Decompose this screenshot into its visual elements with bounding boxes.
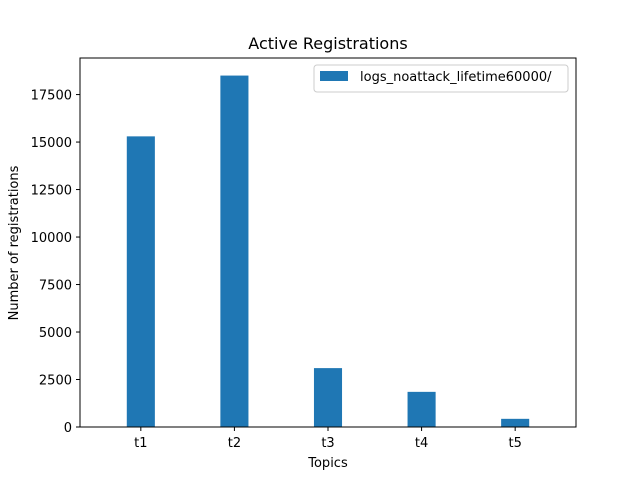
- x-tick-label-t3: t3: [321, 436, 334, 451]
- y-tick-label-15000: 15000: [31, 136, 72, 151]
- bar-t2: [220, 75, 249, 428]
- y-tick-label-12500: 12500: [31, 184, 72, 199]
- bar-t3: [313, 368, 343, 427]
- y-tick-label-10000: 10000: [31, 231, 72, 246]
- bar-t5: [501, 418, 530, 427]
- x-axis-label: Topics: [307, 456, 348, 471]
- bar-t1: [126, 136, 155, 427]
- plot-area: t1 t2 t3 t4 t5 0 2500 5000 7500 10000 12500 15000 17…: [31, 57, 577, 451]
- chart-title: Active Registrations: [248, 34, 407, 53]
- bar-t4: [407, 391, 436, 427]
- legend-swatch: [320, 71, 348, 81]
- x-tick-label-t5: t5: [508, 436, 521, 451]
- legend-frame: [313, 64, 569, 93]
- y-tick-label-0: 0: [64, 421, 72, 436]
- y-tick-label-2500: 2500: [39, 374, 72, 389]
- x-tick-label-t2: t2: [228, 436, 241, 451]
- x-tick-label-t4: t4: [415, 436, 428, 451]
- x-tick-label-t1: t1: [134, 436, 147, 451]
- y-axis-label: Number of registrations: [7, 165, 22, 320]
- legend-label: logs_noattack_lifetime60000/: [360, 70, 552, 85]
- y-tick-label-5000: 5000: [39, 326, 72, 341]
- y-tick-label-17500: 17500: [31, 89, 72, 104]
- legend: logs_noattack_lifetime60000/: [313, 64, 569, 93]
- y-tick-label-7500: 7500: [39, 279, 72, 294]
